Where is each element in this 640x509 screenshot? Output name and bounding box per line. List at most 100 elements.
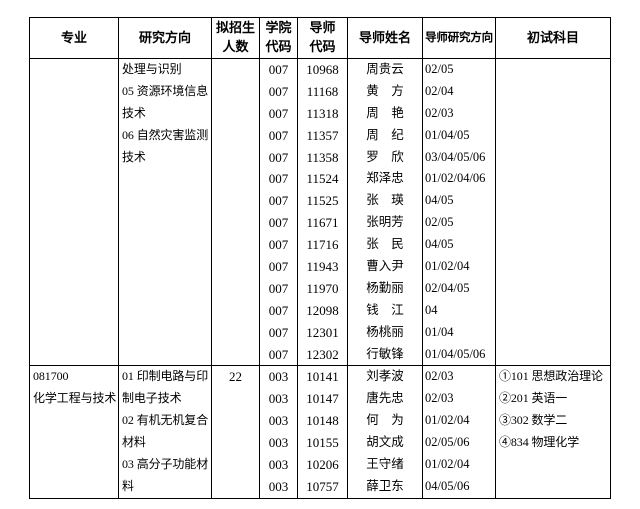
tutor-code: 11318 [306, 105, 339, 121]
tutor-name: 曹入尹 [366, 259, 404, 274]
tutor-code: 11943 [306, 259, 339, 275]
tutor-name: 黄 方 [366, 83, 404, 98]
tutor-name: 杨桃丽 [366, 324, 404, 339]
tutor-research-directions: 02/05 [425, 62, 454, 76]
tutor-research-directions: 02/03 [425, 105, 454, 120]
tutor-research-directions: 01/02/04 [425, 457, 470, 472]
tutor-research-directions: 02/03 [425, 369, 454, 384]
college-code: 007 [268, 83, 289, 99]
header-cell-tutor-code: 导师 代码 [297, 17, 348, 59]
tutor-code: 11168 [306, 83, 339, 99]
college-code: 007 [268, 105, 289, 121]
college-code: 007 [268, 127, 289, 143]
tutor-name: 罗 欣 [366, 149, 404, 164]
college-code-column: 007 007 007 007 007 007 007 007 007 007 007 007 007 0… [259, 57, 298, 367]
tutor-name-column: 周贵云黄 方周 艳周 纪罗 欣郑泽忠张 瑛张明芳张 民曹入尹杨勤丽钱 江杨桃丽行… [347, 57, 423, 367]
major-block-row: 处理与识别 05 资源环境信息 技术 06 自然灾害监测 技术 007 007 00… [29, 57, 611, 367]
tutor-research-directions: 01/04 [425, 324, 454, 339]
tutor-code: 11524 [306, 171, 339, 187]
enrollment-cell: 22 [211, 365, 260, 499]
tutor-name: 杨勤丽 [366, 280, 404, 295]
exam-subjects-cell: ①101 思想政治理论 ②201 英语一 ③302 数学二 ④834 物理化学 [495, 365, 611, 499]
tutor-code: 10757 [306, 478, 339, 494]
college-code: 003 [268, 391, 289, 407]
tutor-code: 10206 [306, 457, 339, 473]
tutor-research-directions: 01/02/04 [425, 259, 470, 274]
research-direction-cell: 处理与识别 05 资源环境信息 技术 06 自然灾害监测 技术 [118, 57, 212, 367]
tutor-name: 钱 江 [366, 302, 404, 317]
tutor-code: 10148 [306, 413, 339, 429]
tutor-research-directions: 01/02/04 [425, 413, 470, 428]
tutor-name: 周贵云 [366, 62, 404, 76]
header-cell-major: 专业 [29, 17, 119, 59]
college-code-column: 003 003 003 003 003 003 [259, 365, 298, 499]
college-code: 007 [268, 149, 289, 165]
tutor-name: 行敏锋 [366, 346, 404, 361]
major-cell [29, 57, 119, 367]
tutor-name: 张 瑛 [366, 193, 404, 208]
tutor-code-column: 10141 10147 10148 10155 10206 10757 [297, 365, 348, 499]
tutor-research-directions: 02/03 [425, 391, 454, 406]
tutor-name: 周 纪 [366, 127, 404, 142]
tutor-code: 10147 [306, 391, 339, 407]
tutor-code: 12302 [306, 346, 339, 362]
tutor-research-directions: 02/04/05 [425, 280, 470, 295]
college-code: 007 [268, 302, 289, 318]
tutor-research-directions: 04/05 [425, 193, 454, 208]
header-cell-enrollment: 拟招生 人数 [211, 17, 260, 59]
tutor-code: 10968 [306, 62, 339, 77]
tutor-code-column: 10968 11168 11318 11357 11358 11524 11525 11671… [297, 57, 348, 367]
tutor-name: 刘孝波 [366, 369, 404, 384]
college-code: 007 [268, 193, 289, 209]
tutor-code: 11358 [306, 149, 339, 165]
major-cell: 081700 化学工程与技术 [29, 365, 119, 499]
tutor-research-directions: 04/05 [425, 237, 454, 252]
tutor-research-directions: 01/04/05/06 [425, 346, 486, 361]
admissions-table: 专业 研究方向 拟招生 人数 学院 代码 导师 代码 导师姓名 导师研究方向 初… [29, 17, 611, 499]
tutor-name: 薛卫东 [366, 478, 404, 493]
tutor-name-column: 刘孝波 唐先忠何 为胡文成 王守绪 薛卫东 [347, 365, 423, 499]
header-row: 专业 研究方向 拟招生 人数 学院 代码 导师 代码 导师姓名 导师研究方向 初… [29, 17, 611, 59]
tutor-name: 周 艳 [366, 105, 404, 120]
tutor-research-directions: 02/05/06 [425, 435, 470, 450]
college-code: 007 [268, 259, 289, 275]
college-code: 007 [268, 237, 289, 253]
research-direction-cell: 01 印制电路与印 制电子技术 02 有机无机复合 材料 03 高分子功能材 料 [118, 365, 212, 499]
tutor-research-direction-column: 02/05 02/04 02/03 01/04/05 03/04/05/06 01/02/… [422, 57, 496, 367]
tutor-name: 何 为 [366, 413, 404, 428]
tutor-code: 10141 [306, 369, 339, 385]
header-cell-tutor-research-direction: 导师研究方向 [422, 17, 496, 59]
tutor-research-directions: 02/04 [425, 83, 454, 98]
college-code: 003 [268, 435, 289, 451]
tutor-research-directions: 02/05 [425, 215, 454, 230]
tutor-name: 张 民 [366, 237, 404, 252]
college-code: 007 [268, 171, 289, 187]
tutor-name: 王守绪 [366, 457, 404, 472]
college-code: 003 [268, 369, 289, 385]
college-code: 007 [268, 62, 289, 77]
tutor-name: 郑泽忠 [366, 171, 404, 186]
exam-subjects-cell [495, 57, 611, 367]
college-code: 007 [268, 324, 289, 340]
tutor-code: 11525 [306, 193, 339, 209]
tutor-code: 12098 [306, 302, 339, 318]
tutor-code: 11970 [306, 280, 339, 296]
college-code: 007 [268, 215, 289, 231]
enrollment-cell [211, 57, 260, 367]
college-code: 003 [268, 478, 289, 494]
tutor-name: 张明芳 [366, 215, 404, 230]
tutor-code: 10155 [306, 435, 339, 451]
college-code: 007 [268, 280, 289, 296]
tutor-research-directions: 04 [425, 302, 438, 317]
tutor-code: 11357 [306, 127, 339, 143]
tutor-research-directions: 04/05/06 [425, 478, 470, 493]
tutor-research-directions: 01/02/04/06 [425, 171, 486, 186]
tutor-research-direction-column: 02/03 02/03 01/02/04 02/05/06 01/02/04 04/05/… [422, 365, 496, 499]
major-block-row: 081700 化学工程与技术 01 印制电路与印 制电子技术 02 有机无机复合… [29, 365, 611, 499]
college-code: 003 [268, 457, 289, 473]
tutor-name: 胡文成 [366, 435, 404, 450]
header-cell-research-direction: 研究方向 [118, 17, 212, 59]
document-page: { "page": { "background_color": "#ffffff… [0, 17, 640, 509]
tutor-research-directions: 01/04/05 [425, 127, 470, 142]
header-cell-exam-subjects: 初试科目 [495, 17, 611, 59]
